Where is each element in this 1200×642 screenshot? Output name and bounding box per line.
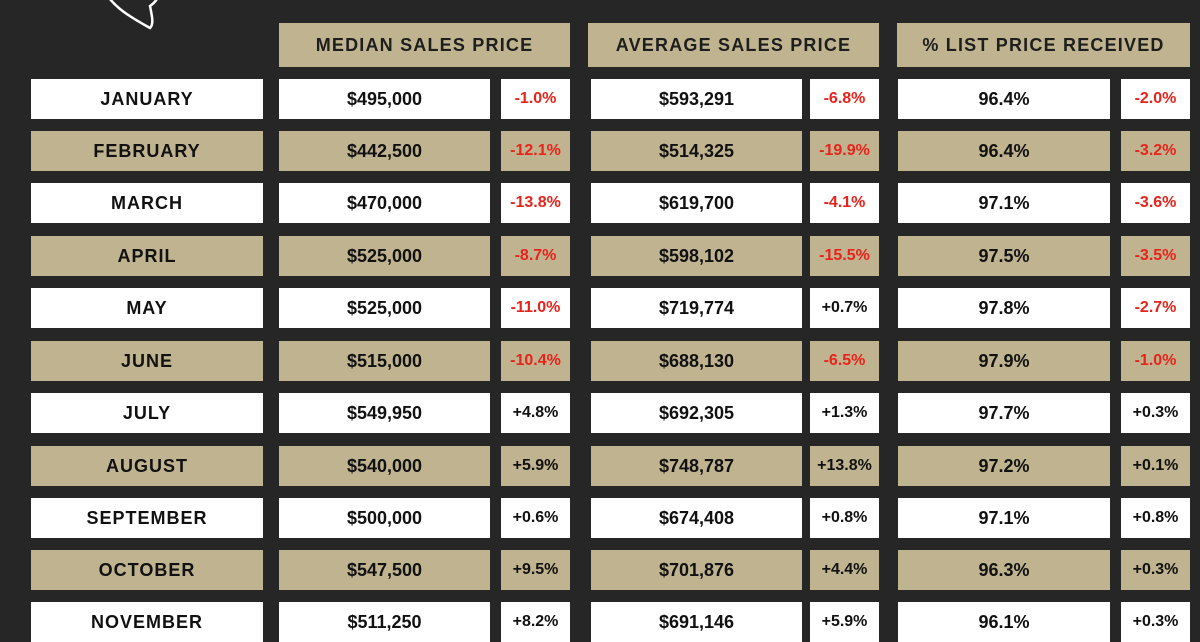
- list-price-pct-cell: 97.7%: [898, 393, 1110, 433]
- table-row: FEBRUARY $442,500 -12.1% $514,325 -19.9% 96.4…: [0, 131, 1200, 171]
- average-change-cell: -6.5%: [810, 341, 879, 381]
- list-price-pct-cell: 97.9%: [898, 341, 1110, 381]
- median-change-cell: -10.4%: [501, 341, 570, 381]
- average-price-cell: $719,774: [591, 288, 802, 328]
- average-price-cell: $692,305: [591, 393, 802, 433]
- median-sales-price-header: MEDIAN SALES PRICE: [279, 23, 570, 67]
- average-price-cell: $514,325: [591, 131, 802, 171]
- list-change-cell: +0.3%: [1121, 602, 1190, 642]
- list-change-cell: +0.3%: [1121, 393, 1190, 433]
- average-change-cell: -15.5%: [810, 236, 879, 276]
- median-change-cell: -11.0%: [501, 288, 570, 328]
- median-change-cell: -12.1%: [501, 131, 570, 171]
- table-row: JANUARY $495,000 -1.0% $593,291 -6.8% 96.4% -2…: [0, 79, 1200, 119]
- heart-outline-icon: [109, 0, 158, 30]
- average-price-cell: $701,876: [591, 550, 802, 590]
- median-price-cell: $500,000: [279, 498, 490, 538]
- list-change-cell: +0.8%: [1121, 498, 1190, 538]
- month-cell: JANUARY: [31, 79, 263, 119]
- table-row: APRIL $525,000 -8.7% $598,102 -15.5% 97.5% -3.…: [0, 236, 1200, 276]
- median-price-cell: $470,000: [279, 183, 490, 223]
- list-change-cell: -3.2%: [1121, 131, 1190, 171]
- list-change-cell: -2.7%: [1121, 288, 1190, 328]
- average-price-cell: $619,700: [591, 183, 802, 223]
- month-cell: OCTOBER: [31, 550, 263, 590]
- month-cell: MAY: [31, 288, 263, 328]
- average-change-cell: -6.8%: [810, 79, 879, 119]
- average-change-cell: +13.8%: [810, 446, 879, 486]
- median-price-cell: $540,000: [279, 446, 490, 486]
- month-cell: MARCH: [31, 183, 263, 223]
- table-row: MAY $525,000 -11.0% $719,774 +0.7% 97.8% -2.7%: [0, 288, 1200, 328]
- month-cell: FEBRUARY: [31, 131, 263, 171]
- list-price-pct-cell: 96.1%: [898, 602, 1110, 642]
- median-change-cell: +9.5%: [501, 550, 570, 590]
- median-price-cell: $525,000: [279, 236, 490, 276]
- list-price-pct-cell: 97.1%: [898, 183, 1110, 223]
- table-row: JULY $549,950 +4.8% $692,305 +1.3% 97.7% +0.3%: [0, 393, 1200, 433]
- average-change-cell: -4.1%: [810, 183, 879, 223]
- list-change-cell: +0.3%: [1121, 550, 1190, 590]
- median-price-cell: $515,000: [279, 341, 490, 381]
- list-change-cell: +0.1%: [1121, 446, 1190, 486]
- list-price-pct-cell: 97.1%: [898, 498, 1110, 538]
- average-price-cell: $598,102: [591, 236, 802, 276]
- list-change-cell: -3.6%: [1121, 183, 1190, 223]
- list-price-pct-cell: 97.5%: [898, 236, 1110, 276]
- average-change-cell: +0.8%: [810, 498, 879, 538]
- average-price-cell: $688,130: [591, 341, 802, 381]
- median-change-cell: +0.6%: [501, 498, 570, 538]
- list-price-pct-cell: 97.2%: [898, 446, 1110, 486]
- average-change-cell: +4.4%: [810, 550, 879, 590]
- list-price-pct-cell: 96.4%: [898, 131, 1110, 171]
- average-change-cell: +1.3%: [810, 393, 879, 433]
- month-cell: JULY: [31, 393, 263, 433]
- list-change-cell: -1.0%: [1121, 341, 1190, 381]
- median-change-cell: +8.2%: [501, 602, 570, 642]
- table-row: OCTOBER $547,500 +9.5% $701,876 +4.4% 96.3% +0…: [0, 550, 1200, 590]
- table-row: MARCH $470,000 -13.8% $619,700 -4.1% 97.1% -3.…: [0, 183, 1200, 223]
- list-change-cell: -3.5%: [1121, 236, 1190, 276]
- median-price-cell: $525,000: [279, 288, 490, 328]
- average-sales-price-header: AVERAGE SALES PRICE: [588, 23, 879, 67]
- list-change-cell: -2.0%: [1121, 79, 1190, 119]
- median-price-cell: $442,500: [279, 131, 490, 171]
- average-change-cell: -19.9%: [810, 131, 879, 171]
- table-row: SEPTEMBER $500,000 +0.6% $674,408 +0.8% 97.1%…: [0, 498, 1200, 538]
- median-change-cell: +5.9%: [501, 446, 570, 486]
- average-price-cell: $674,408: [591, 498, 802, 538]
- month-cell: APRIL: [31, 236, 263, 276]
- median-price-cell: $511,250: [279, 602, 490, 642]
- list-price-pct-cell: 96.4%: [898, 79, 1110, 119]
- month-cell: NOVEMBER: [31, 602, 263, 642]
- median-change-cell: -8.7%: [501, 236, 570, 276]
- average-price-cell: $748,787: [591, 446, 802, 486]
- table-row: JUNE $515,000 -10.4% $688,130 -6.5% 97.9% -1.0…: [0, 341, 1200, 381]
- median-change-cell: -1.0%: [501, 79, 570, 119]
- median-price-cell: $549,950: [279, 393, 490, 433]
- average-change-cell: +0.7%: [810, 288, 879, 328]
- table-row: NOVEMBER $511,250 +8.2% $691,146 +5.9% 96.1% +…: [0, 602, 1200, 642]
- list-price-received-header: % LIST PRICE RECEIVED: [897, 23, 1190, 67]
- median-change-cell: +4.8%: [501, 393, 570, 433]
- table-row: AUGUST $540,000 +5.9% $748,787 +13.8% 97.2% +0…: [0, 446, 1200, 486]
- median-price-cell: $547,500: [279, 550, 490, 590]
- median-change-cell: -13.8%: [501, 183, 570, 223]
- average-change-cell: +5.9%: [810, 602, 879, 642]
- month-cell: SEPTEMBER: [31, 498, 263, 538]
- average-price-cell: $691,146: [591, 602, 802, 642]
- median-price-cell: $495,000: [279, 79, 490, 119]
- list-price-pct-cell: 97.8%: [898, 288, 1110, 328]
- list-price-pct-cell: 96.3%: [898, 550, 1110, 590]
- month-cell: JUNE: [31, 341, 263, 381]
- month-cell: AUGUST: [31, 446, 263, 486]
- average-price-cell: $593,291: [591, 79, 802, 119]
